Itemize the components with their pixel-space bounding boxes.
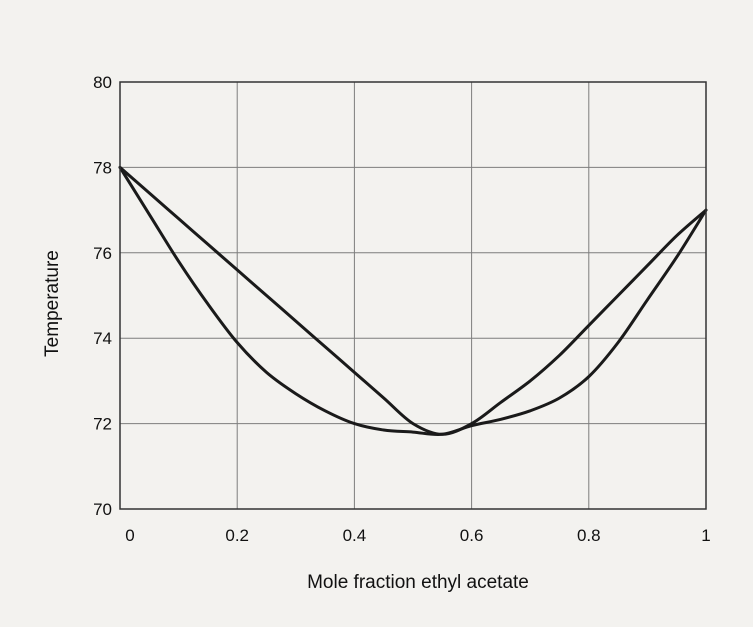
plot-frame — [119, 81, 707, 510]
y-tick-label: 74 — [93, 329, 112, 348]
x-tick-labels: 0 0.2 0.4 0.6 0.8 1 — [125, 526, 710, 545]
x-tick-label: 0.2 — [225, 526, 249, 545]
y-tick-label: 70 — [93, 500, 112, 519]
x-axis-label: Mole fraction ethyl acetate — [307, 572, 529, 593]
lower-curve — [118, 165, 708, 437]
y-axis-label: Temperature — [42, 250, 63, 357]
upper-curve — [118, 165, 708, 436]
y-tick-label: 80 — [93, 73, 112, 92]
x-tick-label: 0.8 — [577, 526, 601, 545]
curves — [118, 165, 708, 437]
y-tick-label: 76 — [93, 244, 112, 263]
y-tick-labels: 70 72 74 76 78 80 — [93, 73, 112, 519]
x-tick-label: 0 — [125, 526, 134, 545]
x-tick-label: 1 — [701, 526, 710, 545]
x-tick-label: 0.6 — [460, 526, 484, 545]
y-tick-label: 78 — [93, 158, 112, 177]
x-tick-label: 0.4 — [343, 526, 367, 545]
y-tick-label: 72 — [93, 415, 112, 434]
